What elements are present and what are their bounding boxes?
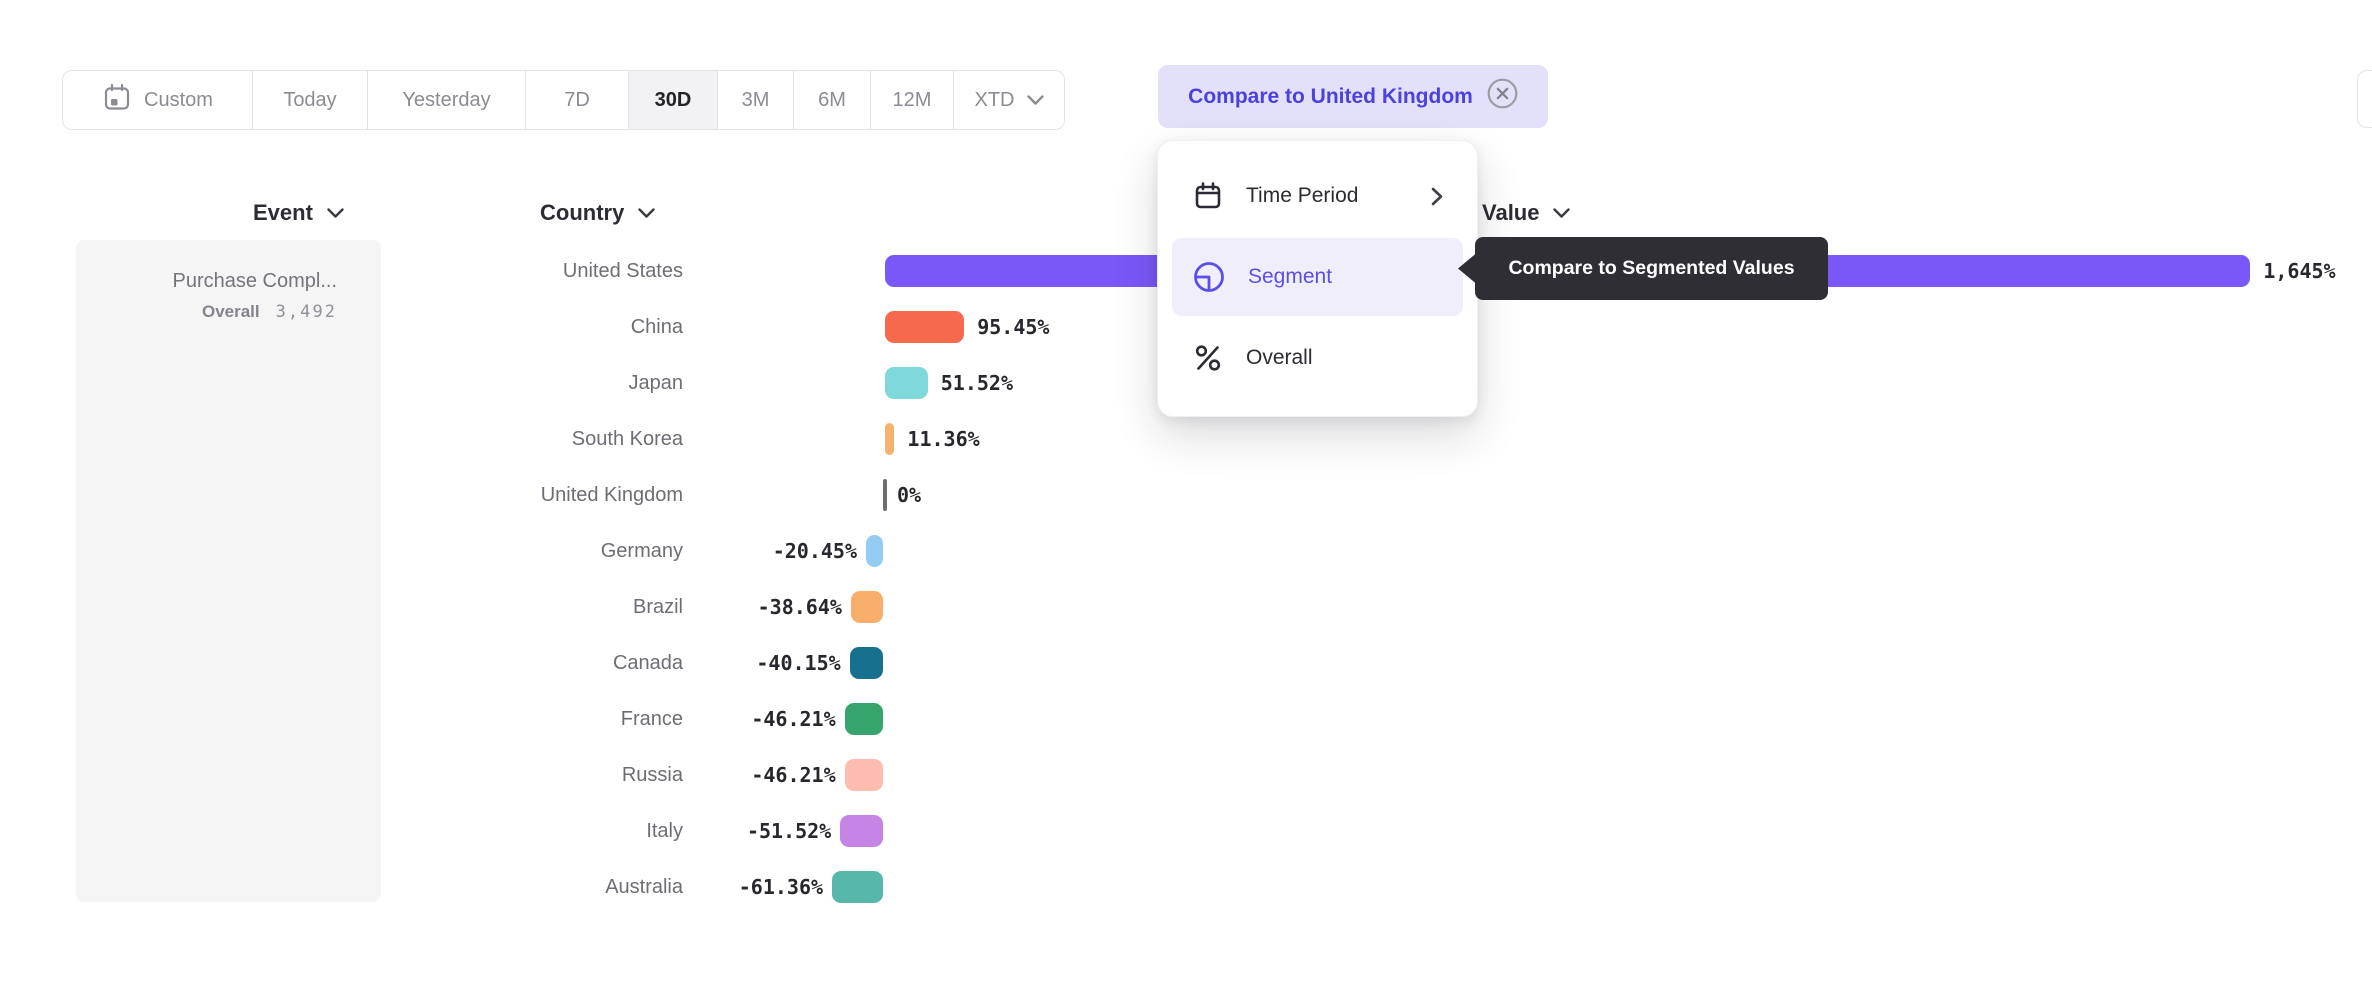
chart-row: China 95.45%	[0, 299, 2372, 355]
menu-item-label: Segment	[1248, 265, 1333, 288]
event-title: Purchase Compl...	[172, 270, 337, 292]
date-range-label: Custom	[144, 88, 213, 111]
segment-icon	[1192, 260, 1226, 294]
event-overall-row: Overall 3,492	[202, 302, 337, 322]
date-range-xtd[interactable]: XTD	[954, 71, 1064, 129]
tooltip-text: Compare to Segmented Values	[1508, 257, 1795, 279]
menu-item-label: Time Period	[1246, 184, 1359, 207]
bar-australia[interactable]	[832, 871, 883, 903]
chart-row: Canada -40.15%	[0, 635, 2372, 691]
date-range-3m[interactable]: 3M	[718, 71, 794, 129]
bar-france[interactable]	[844, 703, 883, 735]
value-label: 11.36%	[907, 427, 980, 451]
bar-brazil[interactable]	[850, 591, 883, 623]
column-header-country[interactable]: Country	[540, 196, 656, 230]
percent-icon	[1192, 342, 1224, 374]
date-range-yesterday[interactable]: Yesterday	[368, 71, 526, 129]
remove-comparison-icon[interactable]	[1487, 78, 1518, 115]
calendar-icon	[1192, 180, 1224, 212]
compare-options-menu: Time Period Segment Overal	[1157, 140, 1478, 417]
event-segment-label: Overall	[201, 302, 260, 321]
date-range-7d[interactable]: 7D	[526, 71, 629, 129]
bar-united-kingdom[interactable]	[883, 479, 887, 511]
chart-row: Australia -61.36%	[0, 859, 2372, 915]
country-label: Australia	[605, 876, 683, 898]
chart-row: Italy -51.52%	[0, 803, 2372, 859]
chevron-down-icon	[1553, 207, 1571, 219]
column-header-value[interactable]: Value	[1482, 196, 1571, 230]
bar-italy[interactable]	[840, 815, 883, 847]
bar-canada[interactable]	[849, 647, 883, 679]
value-label: -61.36%	[738, 875, 824, 899]
country-label: South Korea	[571, 428, 683, 450]
country-label: Japan	[628, 372, 684, 394]
country-label: China	[630, 316, 683, 338]
date-range-6m[interactable]: 6M	[794, 71, 871, 129]
value-label: -20.45%	[772, 539, 858, 563]
bar-germany[interactable]	[866, 535, 883, 567]
country-label: United States	[562, 260, 683, 282]
tooltip-compare-to-segmented-values: Compare to Segmented Values	[1458, 237, 1828, 300]
calendar-icon	[102, 82, 132, 118]
value-label: -51.52%	[746, 819, 832, 843]
country-label: Germany	[600, 540, 683, 562]
bar-japan[interactable]	[885, 367, 928, 399]
chevron-down-icon	[1026, 89, 1044, 112]
chart-row: Brazil -38.64%	[0, 579, 2372, 635]
date-range-custom[interactable]: Custom	[63, 71, 253, 129]
menu-item-label: Overall	[1246, 346, 1313, 369]
value-label: -46.21%	[751, 763, 836, 787]
event-segment-value: 3,492	[275, 302, 337, 322]
country-label: France	[620, 708, 683, 730]
value-label: -38.64%	[757, 595, 842, 619]
value-label: 51.52%	[940, 371, 1013, 395]
date-range-30d-active[interactable]: 30D	[629, 71, 718, 129]
bar-south-korea[interactable]	[885, 423, 895, 455]
value-label: -40.15%	[756, 651, 841, 675]
clipped-toolbar-button[interactable]	[2357, 70, 2372, 128]
chevron-down-icon	[638, 207, 656, 219]
country-label: United Kingdom	[540, 484, 683, 506]
chevron-right-icon	[1431, 187, 1443, 206]
value-label: 95.45%	[977, 315, 1050, 339]
date-range-today[interactable]: Today	[253, 71, 368, 129]
chart-row: Japan 51.52%	[0, 355, 2372, 411]
country-label: Brazil	[632, 596, 683, 618]
chart-row: United Kingdom 0%	[0, 467, 2372, 523]
compare-chip-label: Compare to United Kingdom	[1188, 84, 1473, 108]
value-label: -46.21%	[751, 707, 836, 731]
country-label: Russia	[621, 764, 683, 786]
chart-row: Russia -46.21%	[0, 747, 2372, 803]
chevron-down-icon	[327, 207, 344, 219]
column-header-event[interactable]: Event	[253, 196, 344, 230]
compare-to-segment-chip[interactable]: Compare to United Kingdom	[1158, 65, 1548, 128]
value-label: 0%	[897, 483, 922, 507]
date-range-toolbar: Custom Today Yesterday 7D 30D 3M 6M 12M …	[62, 70, 1065, 130]
chart-row: Germany -20.45%	[0, 523, 2372, 579]
chart-row: France -46.21%	[0, 691, 2372, 747]
value-label: 1,645%	[2263, 259, 2336, 283]
bar-russia[interactable]	[844, 759, 883, 791]
chart-row: South Korea 11.36%	[0, 411, 2372, 467]
menu-item-segment[interactable]: Segment	[1172, 238, 1463, 316]
menu-item-overall[interactable]: Overall	[1172, 319, 1463, 397]
menu-item-time-period[interactable]: Time Period	[1172, 157, 1463, 235]
bar-china[interactable]	[885, 311, 965, 343]
event-card-purchase-completed[interactable]: Purchase Compl... Overall 3,492	[76, 240, 381, 902]
date-range-12m[interactable]: 12M	[871, 71, 954, 129]
country-label: Canada	[612, 652, 683, 674]
country-label: Italy	[646, 820, 683, 842]
